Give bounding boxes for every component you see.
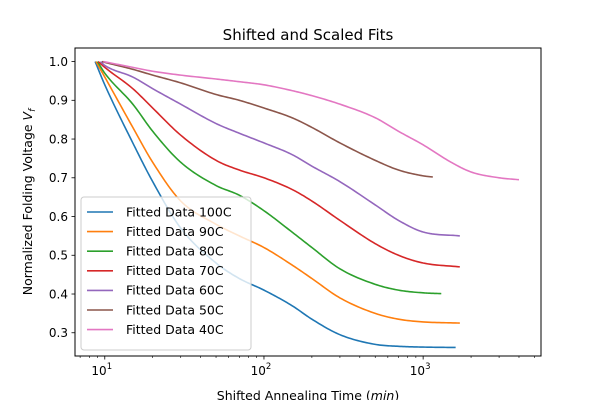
series-line-3 — [97, 60, 460, 268]
y-axis-label: Normalized Folding Voltage Vf — [20, 107, 38, 295]
y-tick-label: 0.5 — [49, 249, 68, 263]
legend-label-1: Fitted Data 90C — [126, 224, 224, 239]
plot-lines — [94, 60, 520, 349]
legend-label-0: Fitted Data 100C — [126, 204, 232, 219]
legend: Fitted Data 100C Fitted Data 90C Fitted Da… — [80, 196, 252, 351]
y-axis-label-symbol: V — [20, 110, 35, 120]
y-tick-label: 0.3 — [49, 326, 68, 340]
legend-label-2: Fitted Data 80C — [126, 244, 224, 259]
series-line-5 — [101, 60, 433, 178]
y-tick-label: 1.0 — [49, 55, 68, 69]
x-tick-label: 101 — [91, 362, 112, 378]
series-line-1 — [95, 61, 460, 324]
y-axis-label-subscript: f — [28, 107, 38, 112]
legend-label-6: Fitted Data 40C — [126, 322, 224, 337]
x-axis-ticks: 101 102 103 — [79, 356, 535, 378]
legend-label-5: Fitted Data 50C — [126, 302, 224, 317]
x-axis-label-paren: ( — [366, 388, 371, 400]
legend-label-3: Fitted Data 70C — [126, 263, 224, 278]
y-axis-label-main: Normalized Folding Voltage — [20, 120, 35, 295]
plot-frame — [74, 47, 542, 357]
y-tick-label: 0.8 — [49, 132, 68, 146]
x-axis-label-paren-close: ) — [394, 388, 399, 400]
y-tick-label: 0.7 — [49, 171, 68, 185]
series-line-4 — [99, 60, 460, 237]
x-axis-label-main: Shifted Annealing Time — [217, 388, 366, 400]
x-axis-label: Shifted Annealing Time (min) — [217, 388, 399, 400]
series-line-2 — [96, 61, 442, 295]
series-line-6 — [103, 60, 520, 181]
x-tick-label: 102 — [251, 362, 272, 378]
x-axis-label-unit: min — [371, 388, 395, 400]
legend-items: Fitted Data 100C Fitted Data 90C Fitted Da… — [87, 204, 232, 337]
chart-title: Shifted and Scaled Fits — [223, 26, 394, 44]
series-line-0 — [94, 61, 456, 349]
y-tick-label: 0.4 — [49, 287, 68, 301]
x-tick-label: 103 — [410, 362, 431, 378]
legend-label-4: Fitted Data 60C — [126, 283, 224, 298]
y-axis-ticks: 0.3 0.4 0.5 0.6 0.7 0.8 0.9 1.0 — [49, 55, 75, 340]
legend-box — [80, 196, 252, 351]
y-tick-label: 0.6 — [49, 210, 68, 224]
y-tick-label: 0.9 — [49, 94, 68, 108]
